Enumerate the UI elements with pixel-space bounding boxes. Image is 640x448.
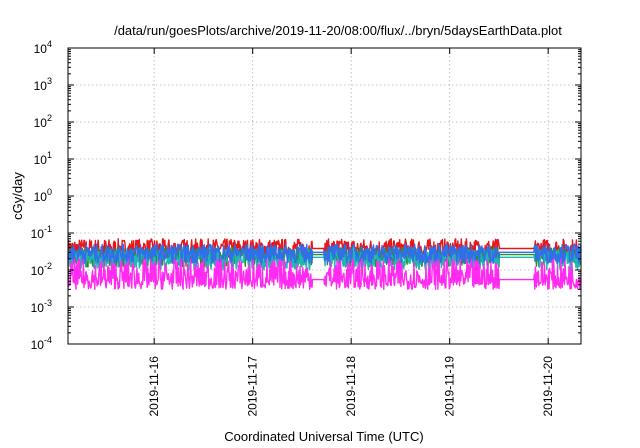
y-tick-label: 104 xyxy=(34,39,52,56)
y-tick-label: 10-1 xyxy=(31,224,52,241)
x-tick-label: 2019-11-18 xyxy=(344,356,358,417)
y-tick-label: 102 xyxy=(34,113,52,130)
grid xyxy=(68,48,581,344)
x-axis: 2019-11-16 2019-11-17 2019-11-18 2019-11-19… xyxy=(147,48,555,417)
series-line xyxy=(67,258,582,290)
y-tick-label: 10-2 xyxy=(31,261,52,278)
x-tick-label: 2019-11-17 xyxy=(246,356,260,417)
y-axis: 10-4 10-3 10-2 10-1 100 101 102 103 104 xyxy=(31,39,581,352)
x-tick-label: 2019-11-20 xyxy=(541,356,555,417)
series-group xyxy=(67,238,582,290)
series-line xyxy=(67,243,582,265)
y-tick-label: 10-4 xyxy=(31,335,52,352)
x-tick-label: 2019-11-19 xyxy=(443,356,457,417)
x-tick-label: 2019-11-16 xyxy=(147,356,161,417)
y-tick-label: 101 xyxy=(34,150,52,167)
y-tick-label: 103 xyxy=(34,76,52,93)
y-tick-label: 100 xyxy=(34,187,52,204)
y-axis-label: cGy/day xyxy=(10,172,25,220)
y-tick-label: 10-3 xyxy=(31,298,52,315)
x-axis-label: Coordinated Universal Time (UTC) xyxy=(224,429,423,444)
chart-title: /data/run/goesPlots/archive/2019-11-20/0… xyxy=(114,23,562,38)
